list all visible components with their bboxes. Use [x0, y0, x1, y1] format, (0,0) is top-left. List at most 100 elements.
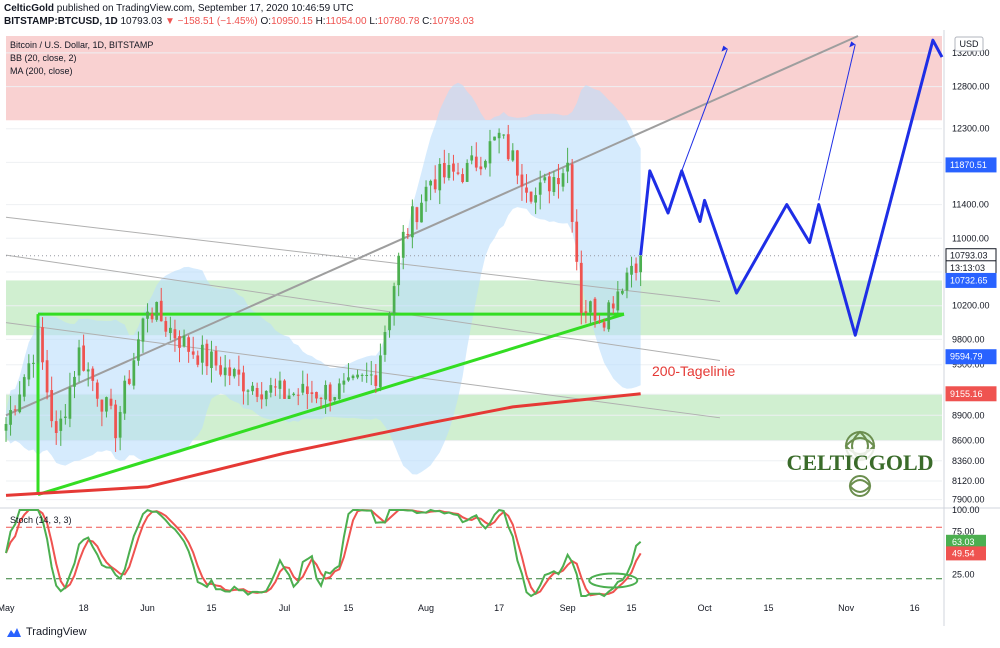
- candle-body[interactable]: [155, 301, 159, 320]
- candle-body[interactable]: [474, 156, 478, 168]
- candle-body[interactable]: [607, 302, 611, 330]
- candle-body[interactable]: [493, 136, 496, 141]
- candle-body[interactable]: [100, 399, 104, 412]
- candle-body[interactable]: [178, 336, 181, 348]
- publisher-name[interactable]: CelticGold: [4, 3, 55, 14]
- projection-arrow-1[interactable]: [818, 44, 856, 201]
- candle-body[interactable]: [77, 347, 81, 376]
- candle-body[interactable]: [616, 291, 620, 311]
- candle-body[interactable]: [114, 404, 117, 439]
- candle-body[interactable]: [584, 311, 588, 313]
- candle-body[interactable]: [552, 177, 556, 193]
- candle-body[interactable]: [598, 320, 601, 322]
- candle-body[interactable]: [570, 164, 574, 222]
- candle-body[interactable]: [205, 343, 209, 367]
- candle-body[interactable]: [561, 173, 565, 187]
- currency-badge[interactable]: [954, 36, 984, 52]
- stoch-k-line[interactable]: [5, 508, 642, 598]
- candle-body[interactable]: [611, 303, 615, 309]
- time-axis[interactable]: May 18 Jun 15 Jul 15 Aug 17 Sep 15 Oct 15 Nov 16: [0, 603, 920, 613]
- candle-body[interactable]: [228, 367, 232, 376]
- candle-body[interactable]: [525, 187, 528, 193]
- candle-body[interactable]: [109, 398, 113, 406]
- candle-body[interactable]: [287, 395, 291, 400]
- tradingview-footer[interactable]: TradingView: [6, 626, 87, 638]
- candle-body[interactable]: [219, 365, 222, 375]
- candle-body[interactable]: [73, 376, 76, 387]
- candle-body[interactable]: [9, 410, 12, 425]
- price-badge[interactable]: [945, 157, 997, 173]
- ma200-path[interactable]: [5, 392, 641, 497]
- candle-body[interactable]: [347, 377, 350, 381]
- candle-body[interactable]: [255, 387, 259, 397]
- candle-body[interactable]: [4, 423, 8, 431]
- candle-body[interactable]: [169, 327, 172, 334]
- candle-body[interactable]: [105, 397, 108, 412]
- candle-body[interactable]: [32, 362, 35, 364]
- candle-body[interactable]: [41, 327, 44, 363]
- candle-body[interactable]: [36, 329, 40, 363]
- candle-body[interactable]: [159, 300, 163, 322]
- projection-path[interactable]: [639, 38, 944, 337]
- candle-body[interactable]: [86, 369, 90, 372]
- candle-body[interactable]: [602, 322, 606, 328]
- candle-body[interactable]: [278, 380, 282, 389]
- candle-body[interactable]: [260, 394, 264, 400]
- candle-body[interactable]: [173, 329, 177, 339]
- candle-body[interactable]: [237, 369, 241, 375]
- candle-body[interactable]: [429, 180, 432, 186]
- candle-body[interactable]: [410, 206, 414, 238]
- candle-body[interactable]: [18, 394, 22, 413]
- candle-body[interactable]: [301, 383, 305, 393]
- candle-body[interactable]: [543, 177, 547, 181]
- candle-body[interactable]: [360, 374, 364, 376]
- stochastic-pane[interactable]: [5, 508, 942, 598]
- candle-body[interactable]: [547, 176, 551, 192]
- candle-body[interactable]: [296, 394, 300, 396]
- candle-body[interactable]: [511, 150, 515, 161]
- candle-body[interactable]: [442, 162, 446, 178]
- candle-body[interactable]: [137, 339, 140, 361]
- candle-body[interactable]: [406, 234, 410, 236]
- candle-body[interactable]: [447, 165, 451, 178]
- candle-body[interactable]: [634, 263, 638, 273]
- candle-body[interactable]: [274, 386, 277, 388]
- candle-body[interactable]: [91, 368, 95, 381]
- price-axis[interactable]: 13200.00 12800.00 12300.00 11400.00 11000.00…: [943, 30, 997, 626]
- candle-body[interactable]: [214, 350, 218, 366]
- candle-body[interactable]: [392, 286, 396, 314]
- candle-body[interactable]: [456, 172, 460, 174]
- candle-body[interactable]: [141, 318, 145, 342]
- candle-body[interactable]: [191, 351, 195, 355]
- candle-body[interactable]: [534, 195, 538, 203]
- price-badge[interactable]: [945, 272, 997, 288]
- candle-body[interactable]: [593, 298, 597, 321]
- candle-body[interactable]: [246, 390, 250, 392]
- candle-body[interactable]: [150, 313, 154, 320]
- candle-body[interactable]: [639, 255, 643, 273]
- candle-body[interactable]: [621, 290, 624, 294]
- candle-body[interactable]: [401, 231, 405, 258]
- candle-body[interactable]: [182, 335, 186, 347]
- candle-body[interactable]: [59, 418, 63, 431]
- candle-body[interactable]: [630, 265, 633, 275]
- candle-body[interactable]: [365, 374, 369, 376]
- candle-body[interactable]: [557, 177, 560, 185]
- candle-body[interactable]: [356, 374, 359, 378]
- channel-line-3[interactable]: [5, 322, 721, 419]
- candle-body[interactable]: [415, 207, 419, 223]
- candle-body[interactable]: [433, 179, 437, 190]
- candle-body[interactable]: [351, 375, 355, 379]
- candle-body[interactable]: [529, 191, 533, 202]
- candle-body[interactable]: [538, 182, 542, 195]
- candle-body[interactable]: [196, 355, 200, 365]
- channel-line-1[interactable]: [5, 216, 721, 302]
- candle-body[interactable]: [68, 387, 72, 419]
- projection-line[interactable]: [639, 38, 944, 337]
- candle-body[interactable]: [452, 163, 455, 172]
- candle-body[interactable]: [397, 255, 401, 286]
- candle-body[interactable]: [200, 344, 204, 363]
- candle-body[interactable]: [470, 155, 474, 161]
- candle-body[interactable]: [625, 272, 629, 291]
- projection-arrow-0[interactable]: [681, 48, 728, 172]
